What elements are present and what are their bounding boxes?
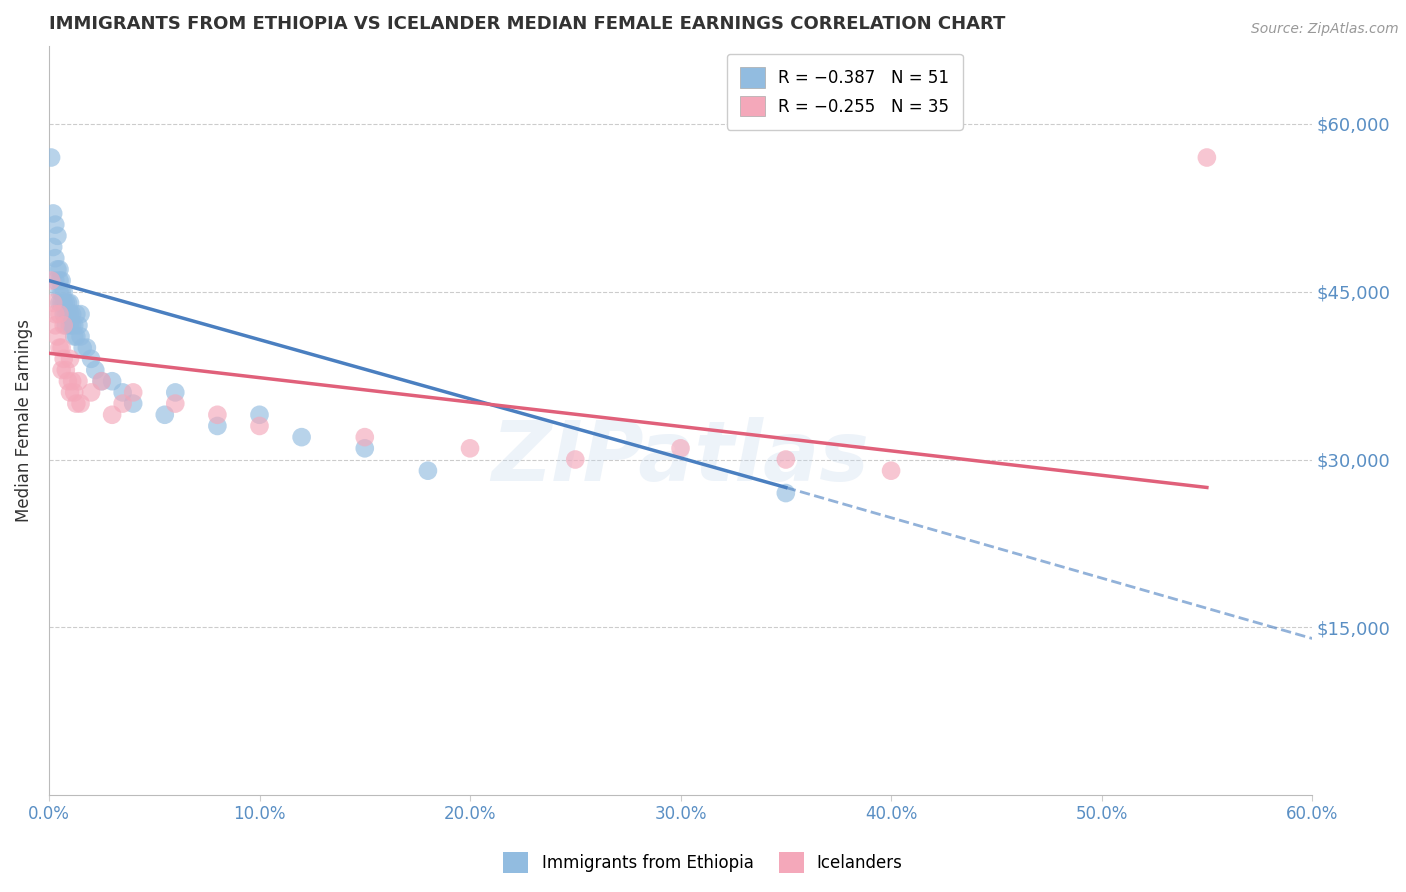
Point [55,307,77,321]
Point [1195,151,1218,165]
Point [76,341,98,355]
Point [51,341,73,355]
Point [44,218,66,232]
Point [46,262,69,277]
Point [60,374,83,388]
Point [48,307,70,321]
Point [207,419,229,434]
Point [775,452,797,467]
Point [48,296,70,310]
Point [39,274,62,288]
Point [65,396,87,410]
Point [353,430,375,444]
Point [56,307,79,321]
Point [80,351,103,366]
Point [458,442,481,456]
Point [44,318,66,333]
Point [59,307,82,321]
Point [101,374,124,388]
Point [42,240,65,254]
Point [59,351,82,366]
Point [122,385,145,400]
Legend: R = −0.387   N = 51, R = −0.255   N = 35: R = −0.387 N = 51, R = −0.255 N = 35 [727,54,963,129]
Point [39,151,62,165]
Point [80,385,103,400]
Point [63,318,86,333]
Point [44,307,66,321]
Point [46,329,69,343]
Point [564,452,586,467]
Point [67,374,90,388]
Point [51,285,73,299]
Text: Source: ZipAtlas.com: Source: ZipAtlas.com [1251,22,1399,37]
Point [153,408,176,422]
Point [669,442,692,456]
Point [69,329,91,343]
Point [249,419,271,434]
Point [56,374,79,388]
Text: ZIPatlas: ZIPatlas [492,417,869,499]
Point [48,341,70,355]
Point [60,307,83,321]
Point [48,274,70,288]
Y-axis label: Median Female Earnings: Median Female Earnings [15,318,32,522]
Point [122,396,145,410]
Point [90,374,112,388]
Point [46,228,69,243]
Point [111,385,134,400]
Point [59,296,82,310]
Legend: Immigrants from Ethiopia, Icelanders: Immigrants from Ethiopia, Icelanders [496,846,910,880]
Point [42,296,65,310]
Point [63,385,86,400]
Point [65,329,87,343]
Point [880,464,903,478]
Text: IMMIGRANTS FROM ETHIOPIA VS ICELANDER MEDIAN FEMALE EARNINGS CORRELATION CHART: IMMIGRANTS FROM ETHIOPIA VS ICELANDER ME… [49,15,1005,33]
Point [60,318,83,333]
Point [101,408,124,422]
Point [48,262,70,277]
Point [165,396,187,410]
Point [63,329,86,343]
Point [416,464,439,478]
Point [56,296,79,310]
Point [51,296,73,310]
Point [291,430,314,444]
Point [44,251,66,265]
Point [84,363,107,377]
Point [90,374,112,388]
Point [55,296,77,310]
Point [52,307,75,321]
Point [59,318,82,333]
Point [51,274,73,288]
Point [65,307,87,321]
Point [775,486,797,500]
Point [353,442,375,456]
Point [111,396,134,410]
Point [72,341,94,355]
Point [165,385,187,400]
Point [55,318,77,333]
Point [59,385,82,400]
Point [52,318,75,333]
Point [51,363,73,377]
Point [67,318,90,333]
Point [249,408,271,422]
Point [207,408,229,422]
Point [52,296,75,310]
Point [42,206,65,220]
Point [52,351,75,366]
Point [69,396,91,410]
Point [48,285,70,299]
Point [44,274,66,288]
Point [52,285,75,299]
Point [55,363,77,377]
Point [69,307,91,321]
